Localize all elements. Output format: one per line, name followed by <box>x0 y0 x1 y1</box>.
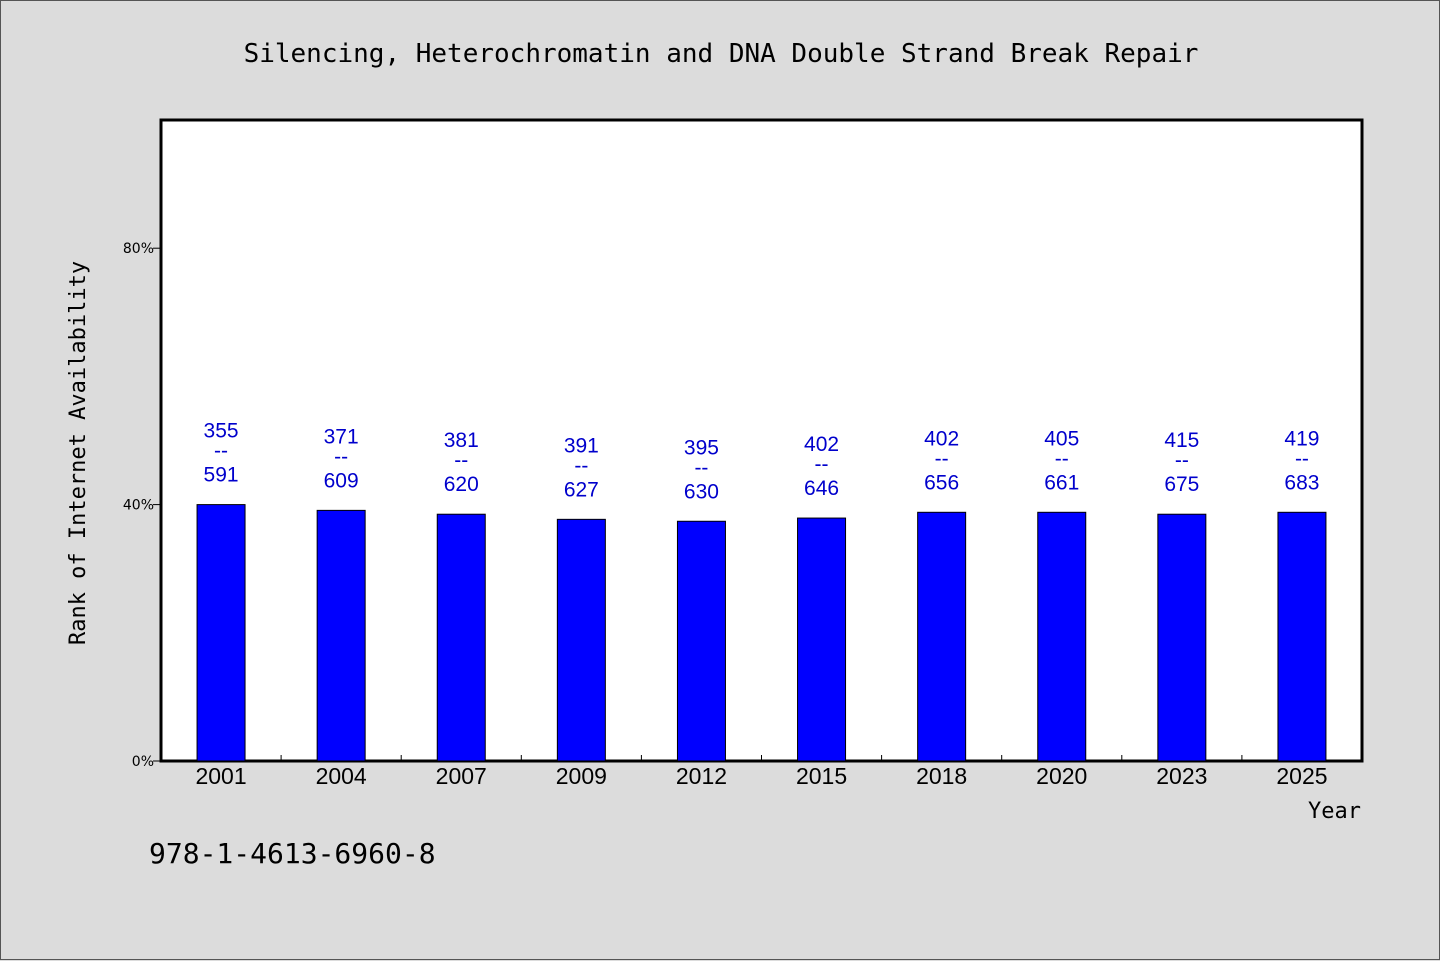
y-tick-label: 80% <box>123 241 154 257</box>
y-axis: 0% 40% 80% <box>123 241 161 770</box>
y-tick-label: 40% <box>123 498 154 514</box>
data-label-top: 402 <box>804 433 839 456</box>
data-label-bottom: 627 <box>564 478 599 501</box>
data-label-separator: -- <box>334 445 348 468</box>
bar-2004 <box>316 509 366 762</box>
data-label-bottom: 591 <box>204 464 239 487</box>
data-label-separator: -- <box>214 440 228 463</box>
y-axis-label: Rank of Internet Availability <box>66 261 91 645</box>
x-axis-label: Year <box>1308 799 1361 824</box>
data-label-bottom: 661 <box>1044 471 1079 494</box>
x-tick-label: 2001 <box>195 763 246 789</box>
data-label-separator: -- <box>1055 447 1069 470</box>
data-label-separator: -- <box>815 453 829 476</box>
bar-2009 <box>556 518 606 762</box>
x-tick-label: 2009 <box>556 763 607 789</box>
data-label-top: 371 <box>324 425 359 448</box>
data-label-top: 381 <box>444 429 479 452</box>
data-label-separator: -- <box>454 449 468 472</box>
x-tick-label: 2004 <box>316 763 367 789</box>
x-tick-label: 2020 <box>1036 763 1087 789</box>
data-label-bottom: 675 <box>1164 473 1199 496</box>
bar-2015 <box>797 517 847 762</box>
y-tick-label: 0% <box>132 754 154 770</box>
data-label-bottom: 683 <box>1284 471 1319 494</box>
data-label-separator: -- <box>694 456 708 479</box>
data-label-top: 405 <box>1044 427 1079 450</box>
x-tick-label: 2018 <box>916 763 967 789</box>
bar-2020 <box>1037 511 1087 762</box>
data-label-separator: -- <box>574 454 588 477</box>
bar-2018 <box>917 511 967 762</box>
bar-2012 <box>676 520 726 762</box>
data-label-top: 355 <box>204 420 239 443</box>
x-tick-label: 2007 <box>436 763 487 789</box>
x-axis: 2001 2004 2007 2009 2012 2015 2018 2020 2023 2025 <box>195 755 1328 789</box>
x-tick-label: 2025 <box>1276 763 1327 789</box>
data-label-separator: -- <box>1295 447 1309 470</box>
data-label-bottom: 646 <box>804 477 839 500</box>
data-label-top: 391 <box>564 434 599 457</box>
isbn-text: 978-1-4613-6960-8 <box>149 837 436 870</box>
chart-title: Silencing, Heterochromatin and DNA Doubl… <box>244 39 1199 69</box>
x-tick-label: 2012 <box>676 763 727 789</box>
bar-2023 <box>1157 513 1207 762</box>
bar-2007 <box>436 513 486 762</box>
data-label-bottom: 609 <box>324 469 359 492</box>
data-labels: 355--591371--609381--620391--627395--630… <box>204 420 1320 504</box>
data-label-separator: -- <box>935 447 949 470</box>
bars <box>196 504 1327 762</box>
data-label-top: 415 <box>1164 429 1199 452</box>
x-tick-label: 2015 <box>796 763 847 789</box>
data-label-top: 395 <box>684 436 719 459</box>
data-label-separator: -- <box>1175 449 1189 472</box>
data-label-top: 402 <box>924 427 959 450</box>
x-tick-label: 2023 <box>1156 763 1207 789</box>
data-label-bottom: 620 <box>444 473 479 496</box>
bar-2025 <box>1277 511 1327 762</box>
data-label-bottom: 630 <box>684 480 719 503</box>
bar-2001 <box>196 504 246 762</box>
data-label-top: 419 <box>1284 427 1319 450</box>
data-label-bottom: 656 <box>924 471 959 494</box>
